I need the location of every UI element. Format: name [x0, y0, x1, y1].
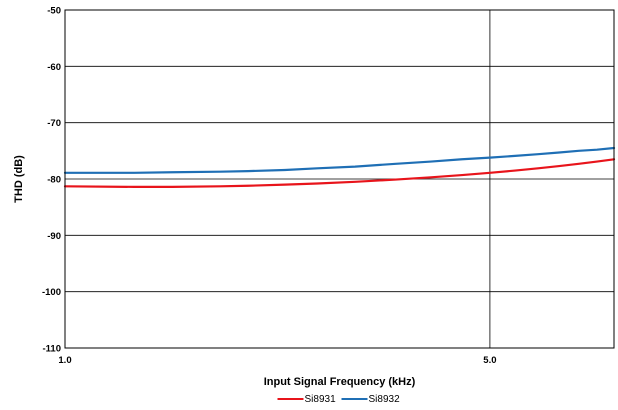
legend-label-si8932: Si8932 — [369, 394, 401, 405]
y-tick-label: -90 — [47, 231, 61, 242]
legend: Si8931 Si8932 — [277, 394, 401, 405]
y-tick-label: -80 — [47, 175, 61, 186]
x-axis-title: Input Signal Frequency (kHz) — [264, 376, 416, 388]
x-tick-label: 1.0 — [58, 355, 71, 366]
y-tick-label: -60 — [47, 62, 61, 73]
y-tick-labels: -50 -60 -70 -80 -90 -100 -110 — [42, 6, 61, 355]
y-tick-label: -110 — [43, 344, 62, 355]
y-axis-title: THD (dB) — [13, 155, 25, 203]
y-tick-label: -70 — [47, 118, 61, 129]
series-line-si8931 — [63, 158, 616, 188]
legend-label-si8931: Si8931 — [305, 394, 337, 405]
x-tick-label: 5.0 — [483, 355, 496, 366]
y-tick-label: -100 — [42, 287, 61, 298]
plot-area — [64, 9, 615, 349]
x-tick-labels: 1.0 5.0 — [58, 355, 496, 366]
y-tick-label: -50 — [47, 6, 61, 17]
series-lines — [63, 146, 616, 188]
grid-lines — [65, 9, 614, 349]
series-line-si8932 — [63, 146, 616, 174]
